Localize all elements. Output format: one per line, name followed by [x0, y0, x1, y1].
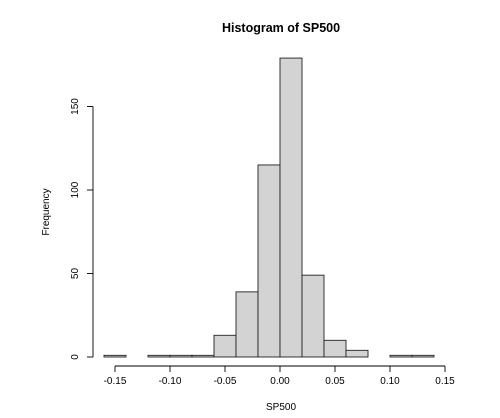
y-tick-label: 50 [70, 268, 81, 280]
histogram-bar [103, 354, 127, 358]
x-tick-label: 0.05 [325, 376, 345, 387]
histogram-bar [257, 164, 281, 358]
histogram-bar [279, 57, 303, 358]
x-tick-label: -0.15 [104, 376, 127, 387]
x-tick-label: -0.05 [214, 376, 237, 387]
histogram-bar [389, 354, 413, 358]
y-tick-label: 150 [70, 98, 81, 115]
histogram-bar [169, 354, 193, 358]
histogram-bar [147, 354, 171, 358]
histogram-bars [103, 57, 435, 358]
histogram-bar [345, 349, 369, 358]
y-tick-label: 100 [70, 181, 81, 198]
x-tick-label: 0.00 [270, 376, 290, 387]
chart-title: Histogram of SP500 [222, 21, 340, 35]
histogram-bar [301, 274, 325, 358]
x-tick-label: 0.10 [380, 376, 400, 387]
histogram-bar [411, 354, 435, 358]
histogram-bar [323, 339, 347, 358]
histogram-bar [235, 291, 259, 358]
y-tick-label: 0 [70, 354, 81, 360]
x-axis-label: SP500 [266, 402, 296, 413]
x-tick-label: 0.15 [435, 376, 455, 387]
y-axis: 0 50 100 150 [70, 98, 94, 360]
x-tick-label: -0.10 [159, 376, 182, 387]
y-axis-label: Frequency [41, 188, 52, 235]
histogram-bar [191, 354, 215, 358]
histogram-bar [213, 334, 237, 358]
x-axis: -0.15 -0.10 -0.05 0.00 0.05 0.10 0.15 [104, 365, 455, 387]
